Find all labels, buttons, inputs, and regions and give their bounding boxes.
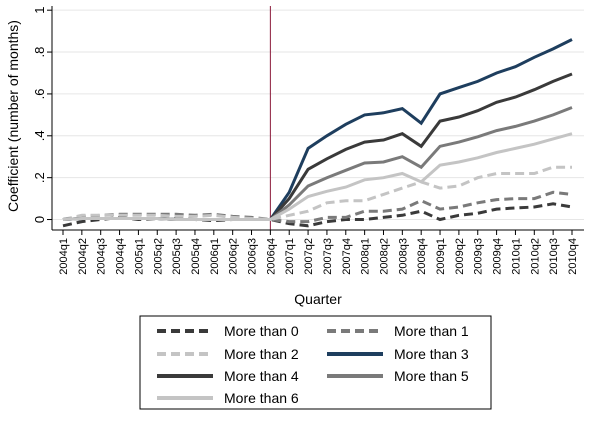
series-line-more-than-2 [62, 165, 572, 222]
x-tick-label: 2010q4 [567, 238, 579, 275]
x-axis-label: Quarter [294, 291, 342, 307]
legend-label: More than 6 [224, 390, 299, 406]
legend-box [139, 315, 492, 410]
legend-label: More than 3 [394, 346, 469, 362]
gridlines [52, 9, 584, 221]
x-tick-label: 2007q3 [322, 238, 334, 275]
series-line-more-than-4 [62, 72, 573, 221]
x-tick-label: 2007q1 [284, 238, 296, 275]
legend-item-more-than-0: More than 0 [157, 323, 299, 339]
y-axis-label: Coefficient (number of months) [5, 20, 21, 212]
legend-label: More than 1 [394, 323, 469, 339]
x-tick-label: 2010q1 [510, 238, 522, 275]
x-tick-label: 2004q1 [58, 238, 70, 275]
legend-label: More than 4 [224, 368, 299, 384]
x-tick-label: 2006q2 [228, 238, 240, 275]
y-tick-labels: 0 .2 .4 .6 .8 1 [32, 7, 52, 223]
axes [51, 6, 584, 231]
x-tick-label: 2005q1 [133, 238, 145, 275]
legend-item-more-than-5: More than 5 [327, 368, 469, 384]
x-tick-labels: 2004q1 2004q2 2004q3 2004q4 2005q1 2005q2 2005… [58, 230, 579, 275]
y-tick-label: .8 [32, 47, 47, 58]
x-tick-label: 2007q2 [303, 238, 315, 275]
x-tick-label: 2009q4 [492, 238, 504, 275]
x-tick-label: 2006q3 [247, 238, 259, 275]
x-tick-label: 2005q4 [190, 238, 202, 275]
y-tick-label: 1 [32, 7, 47, 14]
legend-label: More than 0 [224, 323, 299, 339]
x-tick-label: 2009q3 [473, 238, 485, 275]
series-line-more-than-6 [62, 132, 573, 221]
series-lines [62, 38, 573, 228]
x-tick-label: 2004q4 [115, 238, 127, 275]
legend-item-more-than-3: More than 3 [327, 346, 469, 362]
x-tick-label: 2006q1 [209, 238, 221, 275]
x-tick-label: 2009q2 [454, 238, 466, 275]
x-tick-label: 2008q1 [360, 238, 372, 275]
x-tick-label: 2010q2 [529, 238, 541, 275]
x-tick-label: 2007q4 [341, 238, 353, 275]
x-tick-label: 2006q4 [265, 238, 277, 275]
legend: More than 0 More than 1 More than 2 More th… [139, 315, 492, 410]
x-tick-label: 2005q3 [171, 238, 183, 275]
x-tick-label: 2008q4 [416, 238, 428, 275]
x-tick-label: 2008q3 [397, 238, 409, 275]
x-tick-label: 2004q2 [77, 238, 89, 275]
legend-item-more-than-4: More than 4 [157, 368, 299, 384]
legend-item-more-than-6: More than 6 [157, 390, 299, 406]
y-tick-label: .2 [32, 172, 47, 183]
legend-label: More than 5 [394, 368, 469, 384]
y-tick-label: .6 [32, 89, 47, 100]
x-tick-label: 2004q3 [96, 238, 108, 275]
x-tick-label: 2005q2 [152, 238, 164, 275]
x-tick-label: 2010q3 [548, 238, 560, 275]
legend-item-more-than-2: More than 2 [157, 346, 299, 362]
legend-label: More than 2 [224, 346, 299, 362]
x-tick-label: 2009q1 [435, 238, 447, 275]
y-tick-label: 0 [32, 216, 47, 223]
y-tick-label: .4 [32, 130, 47, 141]
legend-item-more-than-1: More than 1 [327, 323, 469, 339]
x-tick-label: 2008q2 [378, 238, 390, 275]
